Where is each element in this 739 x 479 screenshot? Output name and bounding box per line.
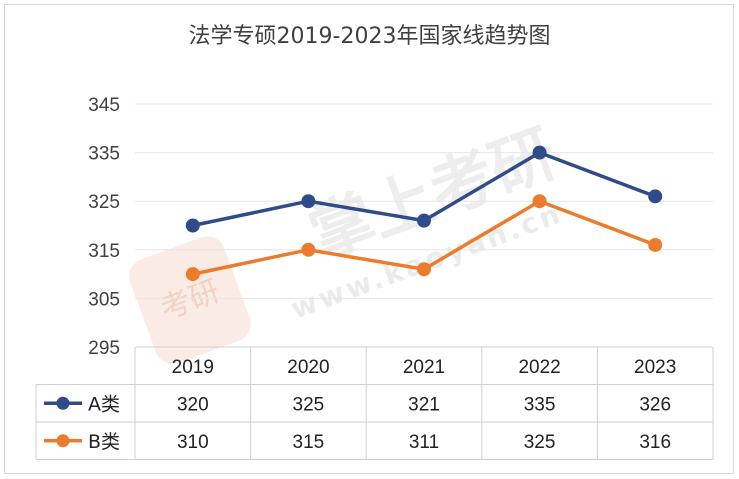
y-tick-label: 335 <box>88 144 120 165</box>
legend-marker <box>56 434 70 448</box>
data-point <box>532 194 547 209</box>
table-cell-value: 315 <box>293 432 325 453</box>
legend-label: A类 <box>88 393 120 415</box>
chart-frame <box>4 4 734 474</box>
table-cell-value: 325 <box>293 394 325 415</box>
y-tick-label: 295 <box>88 338 120 359</box>
series-lines <box>185 145 663 282</box>
table-cell-value: 310 <box>177 432 209 453</box>
legend-label: B类 <box>88 431 120 453</box>
table-cell-value: 311 <box>409 432 439 453</box>
data-point <box>185 267 200 282</box>
data-point <box>648 237 663 252</box>
grid-lines <box>135 103 713 299</box>
y-tick-label: 325 <box>88 192 120 213</box>
data-point <box>301 242 316 257</box>
data-point <box>185 218 200 233</box>
table-cell-value: 335 <box>524 394 556 415</box>
y-tick-label: 305 <box>88 289 120 310</box>
data-point <box>301 194 316 209</box>
watermark: 考研 掌上考研 www.kaoyan.cn <box>129 117 567 364</box>
x-category-label: 2019 <box>172 357 214 378</box>
data-table: 2019 2020 2021 2022 2023 A类 320 325 321 335 326 B类 3… <box>35 346 714 460</box>
x-category-label: 2021 <box>403 357 445 378</box>
data-point <box>417 262 431 277</box>
chart-title: 法学专硕2019-2023年国家线趋势图 <box>188 24 551 49</box>
table-cell-value: 316 <box>639 432 671 453</box>
table-cell-value: 325 <box>524 432 556 453</box>
x-category-label: 2020 <box>287 357 329 378</box>
y-axis-ticks: 295 305 315 325 335 345 <box>88 95 120 359</box>
data-point <box>648 189 663 204</box>
table-cell-value: 320 <box>177 394 209 415</box>
legend-marker <box>56 396 70 410</box>
table-cell-value: 326 <box>639 394 671 415</box>
y-tick-label: 345 <box>88 95 120 116</box>
data-point <box>417 213 431 228</box>
data-point <box>532 145 547 160</box>
table-cell-value: 321 <box>408 394 440 415</box>
x-category-label: 2023 <box>634 357 676 378</box>
x-category-label: 2022 <box>518 357 560 378</box>
y-tick-label: 315 <box>88 241 120 262</box>
